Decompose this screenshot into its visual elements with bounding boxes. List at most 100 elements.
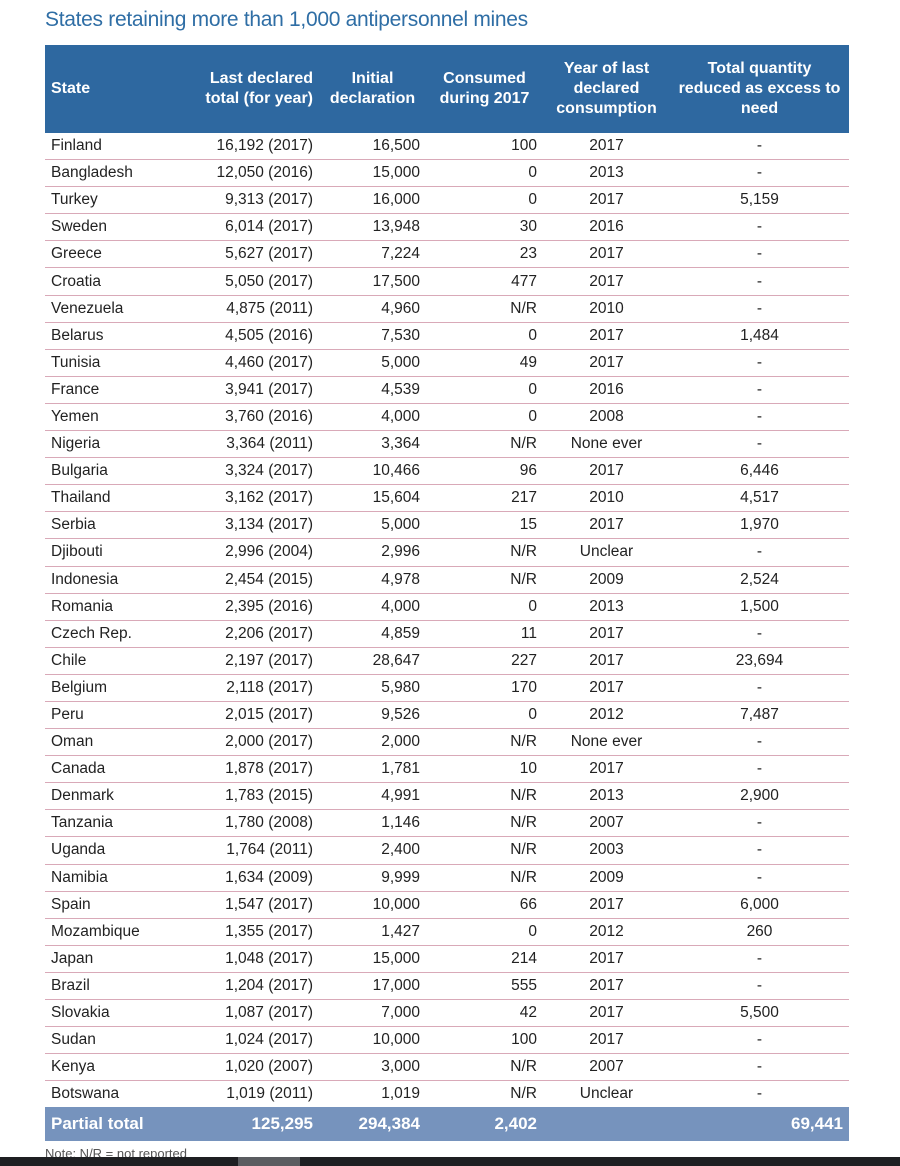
table-row: Indonesia 2,454 (2015) 4,978 N/R 2009 2,524 bbox=[45, 566, 849, 594]
cell-last-declared: 1,087 (2017) bbox=[177, 999, 319, 1028]
cell-consumed: 0 bbox=[426, 918, 543, 946]
cell-year-last: 2013 bbox=[543, 159, 670, 188]
mines-table: State Last declared total (for year) Ini… bbox=[45, 45, 849, 1142]
cell-last-declared: 3,162 (2017) bbox=[177, 484, 319, 513]
cell-state: Brazil bbox=[45, 972, 177, 1001]
cell-initial: 10,466 bbox=[319, 457, 426, 486]
cell-consumed: 96 bbox=[426, 457, 543, 486]
table-row: Kenya 1,020 (2007) 3,000 N/R 2007- bbox=[45, 1053, 849, 1082]
cell-consumed: 66 bbox=[426, 891, 543, 919]
table-row: Nigeria 3,364 (2011) 3,364 N/R None ever - bbox=[45, 430, 849, 459]
cell-last-declared: 1,764 (2011) bbox=[177, 836, 319, 865]
cell-initial: 13,948 bbox=[319, 213, 426, 242]
cell-year-last: 2017 bbox=[543, 322, 670, 350]
cell-reduced: 260 bbox=[670, 918, 849, 946]
table-row: Spain 1,547 (2017) 10,000 66 2017 6,000 bbox=[45, 891, 849, 919]
cell-state: Bulgaria bbox=[45, 457, 177, 486]
cell-initial: 10,000 bbox=[319, 891, 426, 919]
table-row: Croatia 5,050 (2017) 17,500 477 2017- bbox=[45, 267, 849, 296]
cell-reduced: - bbox=[670, 376, 849, 404]
cell-last-declared: 1,204 (2017) bbox=[177, 972, 319, 1001]
cell-state: France bbox=[45, 376, 177, 404]
cell-last-declared: 2,000 (2017) bbox=[177, 728, 319, 757]
cell-last-declared: 2,996 (2004) bbox=[177, 538, 319, 567]
cell-reduced: 1,500 bbox=[670, 593, 849, 621]
cell-last-declared: 9,313 (2017) bbox=[177, 186, 319, 215]
cell-initial: 5,000 bbox=[319, 511, 426, 540]
scrollbar[interactable] bbox=[0, 1157, 900, 1166]
cell-initial: 15,604 bbox=[319, 484, 426, 513]
cell-state: Serbia bbox=[45, 511, 177, 540]
cell-year-last: 2017 bbox=[543, 999, 670, 1028]
cell-year-last: 2017 bbox=[543, 240, 670, 269]
scrollbar-thumb[interactable] bbox=[238, 1157, 300, 1166]
cell-year-last: 2013 bbox=[543, 593, 670, 621]
col-year-last: Year of last declared consumption bbox=[543, 45, 670, 133]
table-row: Sweden 6,014 (2017) 13,948 30 2016- bbox=[45, 213, 849, 242]
table-row: Bulgaria 3,324 (2017) 10,466 96 2017 6,446 bbox=[45, 457, 849, 486]
cell-year-last: 2003 bbox=[543, 836, 670, 865]
cell-year-last: 2017 bbox=[543, 511, 670, 540]
cell-consumed: N/R bbox=[426, 782, 543, 811]
cell-state: Turkey bbox=[45, 186, 177, 215]
cell-state: Spain bbox=[45, 891, 177, 919]
cell-last-declared: 6,014 (2017) bbox=[177, 213, 319, 242]
cell-consumed: N/R bbox=[426, 1053, 543, 1082]
cell-last-declared: 2,454 (2015) bbox=[177, 566, 319, 594]
cell-state: Canada bbox=[45, 755, 177, 784]
cell-initial: 1,146 bbox=[319, 809, 426, 838]
cell-consumed: 15 bbox=[426, 511, 543, 540]
table-row: Brazil 1,204 (2017) 17,000 555 2017- bbox=[45, 972, 849, 1001]
cell-reduced: - bbox=[670, 945, 849, 973]
cell-year-last: Unclear bbox=[543, 538, 670, 567]
cell-year-last: None ever bbox=[543, 430, 670, 459]
cell-initial: 4,539 bbox=[319, 376, 426, 404]
cell-initial: 9,526 bbox=[319, 701, 426, 730]
cell-reduced: - bbox=[670, 295, 849, 323]
cell-state: Chile bbox=[45, 647, 177, 675]
cell-last-declared: 3,134 (2017) bbox=[177, 511, 319, 540]
cell-reduced: 2,900 bbox=[670, 782, 849, 811]
total-consumed: 2,402 bbox=[426, 1107, 543, 1142]
cell-reduced: 7,487 bbox=[670, 701, 849, 730]
cell-state: Bangladesh bbox=[45, 159, 177, 188]
cell-reduced: - bbox=[670, 240, 849, 269]
cell-reduced: - bbox=[670, 159, 849, 188]
cell-year-last: 2017 bbox=[543, 1026, 670, 1055]
cell-year-last: 2007 bbox=[543, 1053, 670, 1082]
cell-consumed: 170 bbox=[426, 674, 543, 702]
total-label: Partial total bbox=[45, 1107, 177, 1142]
cell-reduced: - bbox=[670, 620, 849, 648]
cell-reduced: 6,446 bbox=[670, 457, 849, 486]
cell-state: Thailand bbox=[45, 484, 177, 513]
cell-consumed: 0 bbox=[426, 376, 543, 404]
cell-state: Belgium bbox=[45, 674, 177, 702]
cell-year-last: 2017 bbox=[543, 647, 670, 675]
cell-state: Sudan bbox=[45, 1026, 177, 1055]
table-row: France 3,941 (2017) 4,539 0 2016- bbox=[45, 376, 849, 404]
cell-last-declared: 5,050 (2017) bbox=[177, 267, 319, 296]
table-row: Japan 1,048 (2017) 15,000 214 2017- bbox=[45, 945, 849, 973]
table-row: Denmark 1,783 (2015) 4,991 N/R 2013 2,900 bbox=[45, 782, 849, 811]
cell-reduced: - bbox=[670, 1053, 849, 1082]
cell-reduced: 5,500 bbox=[670, 999, 849, 1028]
page-title: States retaining more than 1,000 antiper… bbox=[45, 8, 528, 31]
cell-last-declared: 3,941 (2017) bbox=[177, 376, 319, 404]
header-row: State Last declared total (for year) Ini… bbox=[45, 45, 849, 133]
cell-initial: 1,019 bbox=[381, 1085, 420, 1103]
cell-last-declared: 1,019 (2011) bbox=[226, 1085, 313, 1103]
cell-year-last: 2017 bbox=[543, 755, 670, 784]
cell-consumed: 100 bbox=[426, 1026, 543, 1055]
cell-year-last: 2017 bbox=[543, 674, 670, 702]
cell-initial: 5,980 bbox=[319, 674, 426, 702]
table-row: Sudan 1,024 (2017) 10,000 100 2017- bbox=[45, 1026, 849, 1055]
cell-last-declared: 2,015 (2017) bbox=[177, 701, 319, 730]
cell-initial: 17,000 bbox=[319, 972, 426, 1001]
cell-year-last: 2016 bbox=[543, 376, 670, 404]
table-row: Botswana 1,019 (2011) 1,019 N/R Unclear - bbox=[45, 1081, 849, 1108]
cell-last-declared: 1,547 (2017) bbox=[177, 891, 319, 919]
cell-last-declared: 3,324 (2017) bbox=[177, 457, 319, 486]
cell-reduced: 2,524 bbox=[670, 566, 849, 594]
cell-year-last: Unclear bbox=[579, 1085, 634, 1103]
cell-reduced: - bbox=[670, 133, 849, 161]
